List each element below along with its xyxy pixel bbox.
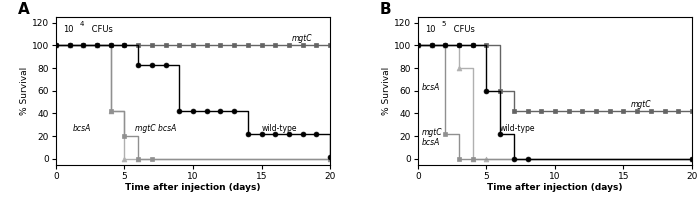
Text: wild-type: wild-type — [261, 124, 297, 133]
Text: 4: 4 — [79, 22, 84, 27]
Text: B: B — [380, 2, 391, 17]
Y-axis label: % Survival: % Survival — [20, 67, 29, 115]
Text: CFUs: CFUs — [451, 25, 475, 34]
Text: bcsA: bcsA — [73, 124, 91, 133]
Text: wild-type: wild-type — [500, 124, 535, 133]
Y-axis label: % Survival: % Survival — [382, 67, 391, 115]
X-axis label: Time after injection (days): Time after injection (days) — [487, 183, 623, 192]
Text: mgtC: mgtC — [630, 100, 651, 109]
Text: mgtC bcsA: mgtC bcsA — [136, 124, 177, 133]
Text: A: A — [17, 2, 29, 17]
X-axis label: Time after injection (days): Time after injection (days) — [125, 183, 261, 192]
Text: mgtC: mgtC — [291, 34, 312, 43]
Text: CFUs: CFUs — [89, 25, 113, 34]
Text: 10: 10 — [63, 25, 73, 34]
Text: bcsA: bcsA — [422, 83, 440, 92]
Text: mgtC
bcsA: mgtC bcsA — [422, 128, 442, 147]
Text: 10: 10 — [425, 25, 435, 34]
Text: 5: 5 — [441, 22, 445, 27]
